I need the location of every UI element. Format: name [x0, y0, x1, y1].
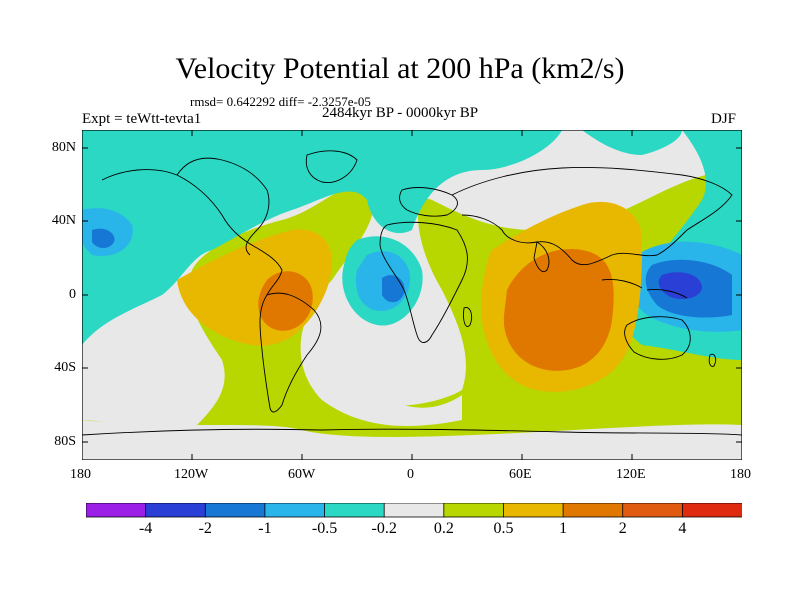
colorbar-tick-label: -4 — [138, 520, 153, 537]
lat-label-40s: 40S — [54, 360, 76, 375]
colorbar-swatch — [264, 503, 326, 518]
colorbar-labels: -4 -2 -1 -0.5 -0.2 0.2 0.5 1 2 4 — [86, 520, 742, 544]
period-label: 2484kyr BP - 0000kyr BP — [322, 105, 479, 121]
colorbar-tick-label: 0.5 — [493, 520, 514, 537]
lon-label-60e: 60E — [509, 467, 532, 482]
colorbar-swatch — [562, 503, 624, 518]
chart-title: Velocity Potential at 200 hPa (km2/s) — [175, 52, 625, 85]
colorbar-tick-label: -1 — [258, 520, 272, 537]
season-label: DJF — [711, 111, 737, 127]
colorbar-tick-label: 4 — [678, 520, 687, 537]
lat-label-80n: 80N — [51, 140, 76, 155]
colorbar-swatch — [681, 503, 742, 518]
colorbar-swatch — [324, 503, 386, 518]
lat-label-80s: 80S — [54, 434, 76, 449]
colorbar-tick-label: 0.2 — [433, 520, 454, 537]
colorbar-swatch — [383, 503, 445, 518]
colorbar-tick-label: 2 — [618, 520, 627, 537]
lon-label-180e: 180 — [730, 467, 751, 482]
contour-fields — [82, 130, 742, 460]
colorbar-swatch — [204, 503, 266, 518]
colorbar-swatch — [86, 503, 147, 518]
lon-label-0: 0 — [407, 467, 414, 482]
experiment-label: Expt = teWtt-tevta1 — [82, 111, 202, 127]
colorbar — [86, 503, 742, 518]
lat-label-40n: 40N — [51, 213, 76, 228]
colorbar-tick-label: -2 — [198, 520, 212, 537]
velocity-potential-map — [82, 130, 742, 460]
stats-label: rmsd= 0.642292 diff= -2.3257e-05 — [190, 94, 371, 109]
lon-label-60w: 60W — [288, 467, 316, 482]
colorbar-swatch — [443, 503, 505, 518]
coastlines — [82, 150, 742, 436]
colorbar-tick-label: -0.5 — [311, 520, 338, 537]
axis-ticks — [82, 130, 742, 460]
lat-label-eq: 0 — [69, 287, 76, 302]
colorbar-swatch — [622, 503, 684, 518]
colorbar-tick-label: -0.2 — [371, 520, 397, 537]
lon-label-180w: 180 — [70, 467, 91, 482]
colorbar-swatch — [503, 503, 564, 518]
lon-label-120w: 120W — [174, 467, 209, 482]
colorbar-swatch — [145, 503, 207, 518]
lon-label-120e: 120E — [616, 467, 646, 482]
colorbar-tick-label: 1 — [559, 520, 568, 537]
